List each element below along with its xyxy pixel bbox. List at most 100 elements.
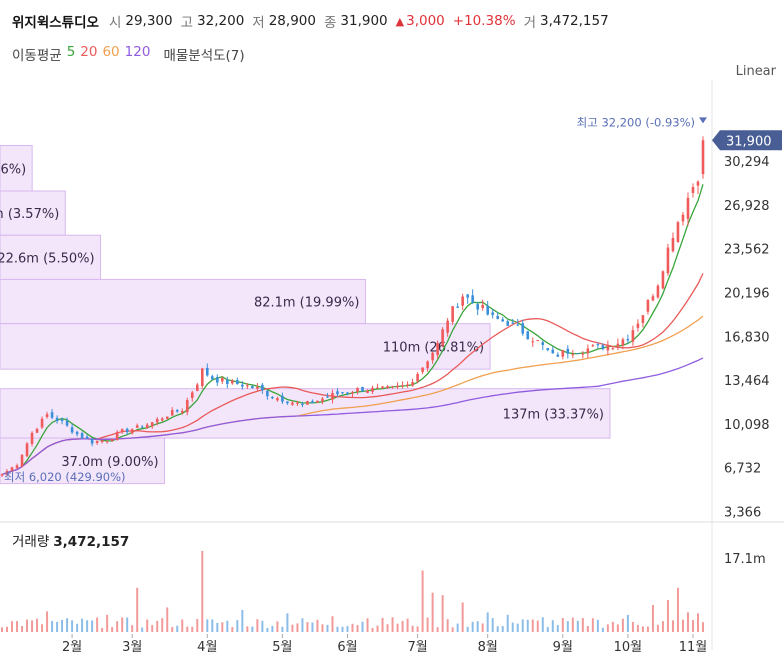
volume-bar [566, 621, 569, 632]
volume-bar [421, 570, 424, 632]
volume-bar [581, 618, 584, 632]
y-tick-label: 16,830 [724, 330, 770, 345]
volume-bar [506, 614, 509, 632]
candle-body [246, 385, 249, 387]
candle-body [356, 387, 359, 392]
volume-bar [341, 626, 344, 632]
candle-body [291, 402, 294, 405]
low-label: 저 [252, 15, 265, 31]
volume-bar [371, 628, 374, 632]
volume-bar [631, 621, 634, 632]
volume-bar [646, 626, 649, 632]
candle-body [616, 343, 620, 347]
volume-bar [261, 620, 264, 632]
volume-bar [486, 612, 489, 632]
volume-bar [256, 619, 259, 632]
candle-body [100, 440, 104, 442]
volume-bar [266, 628, 269, 632]
volume-bar [216, 622, 219, 632]
up-triangle-icon: ▲ [395, 14, 405, 28]
volume-bar [71, 620, 74, 632]
candle-body [135, 425, 139, 428]
change-percent: +10.38% [452, 13, 516, 29]
volume-profile-layer: 7.22m (1.76%) 14.7m (3.57%) 22.6m (5.50%) 8… [0, 145, 611, 485]
volume-bar [551, 620, 554, 632]
x-tick-label: 4월 [197, 640, 217, 655]
candle-body [341, 392, 344, 394]
volume-bar [146, 619, 149, 632]
candle-body [35, 428, 39, 433]
candle-body [371, 387, 374, 392]
candle-body [496, 316, 500, 319]
candle-body [701, 140, 705, 175]
volume-profile-legend[interactable]: 매물분석도(7) [163, 48, 245, 64]
candle-body [601, 345, 605, 350]
moving-average-legend[interactable]: 이동평균 5 20 60 120 매물분석도(7) [12, 44, 245, 64]
candle-body [75, 431, 79, 435]
ma120-period: 120 [124, 44, 151, 60]
candle-body [541, 342, 545, 345]
candle-body [316, 400, 319, 403]
y-tick-label: 26,928 [724, 199, 770, 214]
candlestick-layer [0, 136, 705, 477]
x-tick-label: 6월 [337, 640, 357, 655]
candle-body [421, 367, 424, 372]
volume-bar [186, 626, 189, 632]
candle-body [406, 384, 409, 386]
candle-body [50, 412, 54, 418]
grid-layer [0, 80, 784, 650]
candle-body [200, 368, 204, 387]
volume-bar [286, 613, 289, 632]
x-tick-label: 10월 [614, 640, 643, 655]
candle-body [471, 295, 474, 303]
volume-profile-label: 7.22m (1.76%) [0, 162, 26, 177]
candle-body [130, 429, 134, 434]
candle-body [331, 393, 334, 400]
volume-bar [411, 625, 414, 632]
volume-bar [541, 617, 544, 632]
scale-mode-toggle[interactable]: Linear [735, 64, 776, 79]
volume-profile-bar [0, 388, 611, 439]
volume-bar [161, 618, 164, 632]
candle-body [226, 379, 229, 384]
candle-body [596, 344, 600, 346]
volume-bar [126, 617, 129, 632]
candle-body [190, 392, 194, 398]
volume-bar [481, 623, 484, 632]
candle-body [145, 424, 149, 428]
ma20-period: 20 [80, 44, 98, 60]
candle-body [251, 385, 254, 389]
volume-bar [281, 626, 284, 632]
volume-bar [596, 619, 599, 632]
volume-bar [46, 611, 49, 632]
volume-bar [586, 626, 589, 632]
candle-body [431, 352, 434, 361]
candle-body [561, 350, 565, 357]
candle-body [321, 398, 324, 402]
y-tick-label: 13,464 [724, 374, 770, 389]
volume-bar [206, 619, 209, 632]
volume-bar [26, 619, 29, 632]
candle-body [55, 417, 59, 422]
volume-bar [251, 626, 254, 632]
low-value: 28,900 [268, 13, 316, 29]
volume-bar [121, 617, 124, 632]
candle-body [271, 396, 274, 399]
volume-bar [416, 626, 419, 632]
volume-bar [556, 625, 559, 632]
volume-bar [666, 600, 669, 632]
volume-bar [166, 607, 169, 632]
candle-body [276, 398, 279, 401]
volume-bar [521, 619, 524, 632]
volume-bar [466, 626, 469, 632]
volume-profile-bar [0, 145, 33, 192]
volume-bar [301, 618, 304, 632]
volume-profile-label: 82.1m (19.99%) [254, 296, 359, 311]
volume-bar [116, 621, 119, 632]
volume-bar [321, 624, 324, 632]
close-label: 종 [323, 15, 337, 31]
candle-body [656, 285, 660, 298]
candle-body [306, 401, 309, 405]
candle-body [266, 390, 269, 397]
